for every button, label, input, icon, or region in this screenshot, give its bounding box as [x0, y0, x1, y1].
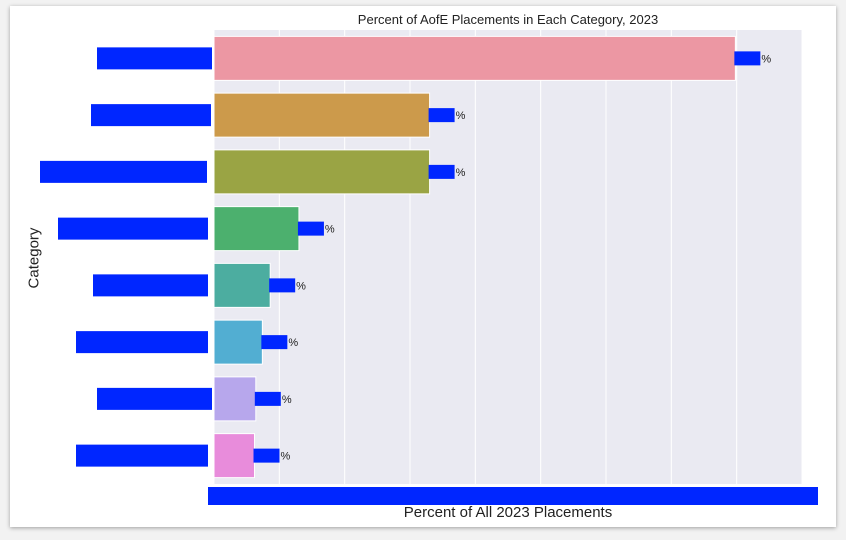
redacted-value-label	[734, 51, 761, 66]
redacted-category-label	[97, 47, 212, 70]
category-labels	[40, 47, 212, 467]
x-tick-labels	[208, 487, 818, 505]
value-label-suffix: %	[288, 337, 298, 349]
y-axis-label: Category	[25, 227, 43, 289]
chart-title: Percent of AofE Placements in Each Categ…	[357, 12, 659, 27]
bar	[213, 319, 263, 365]
value-label-suffix: %	[282, 394, 292, 406]
bar	[213, 92, 431, 138]
bar	[213, 376, 257, 422]
redacted-value-label	[269, 278, 296, 293]
x-axis-label: Percent of All 2023 Placements	[403, 504, 613, 521]
redacted-category-label	[91, 104, 211, 127]
value-label-suffix: %	[325, 224, 335, 236]
value-label-suffix: %	[761, 53, 771, 65]
redacted-value-label	[253, 448, 280, 463]
value-labels: %%%%%%%%	[253, 51, 771, 463]
redacted-value-label	[428, 164, 455, 179]
value-label-suffix: %	[456, 167, 466, 179]
redacted-value-label	[297, 221, 324, 236]
bar	[213, 262, 271, 308]
value-label-suffix: %	[456, 110, 466, 122]
value-label-suffix: %	[296, 280, 306, 292]
redacted-category-label	[76, 331, 208, 354]
bar	[213, 433, 256, 479]
redacted-category-label	[76, 444, 208, 467]
bar	[213, 149, 431, 195]
redacted-category-label	[93, 274, 208, 297]
redacted-value-label	[261, 335, 288, 350]
redacted-category-label	[58, 217, 208, 240]
redacted-value-label	[254, 391, 281, 406]
bars	[213, 35, 736, 479]
bar	[213, 35, 736, 81]
redacted-value-label	[428, 108, 455, 123]
redacted-category-label	[97, 387, 212, 410]
bar	[213, 206, 300, 252]
redacted-x-tick-labels	[208, 487, 818, 505]
redacted-category-label	[40, 160, 207, 183]
gridlines	[213, 30, 803, 484]
value-label-suffix: %	[281, 451, 291, 463]
